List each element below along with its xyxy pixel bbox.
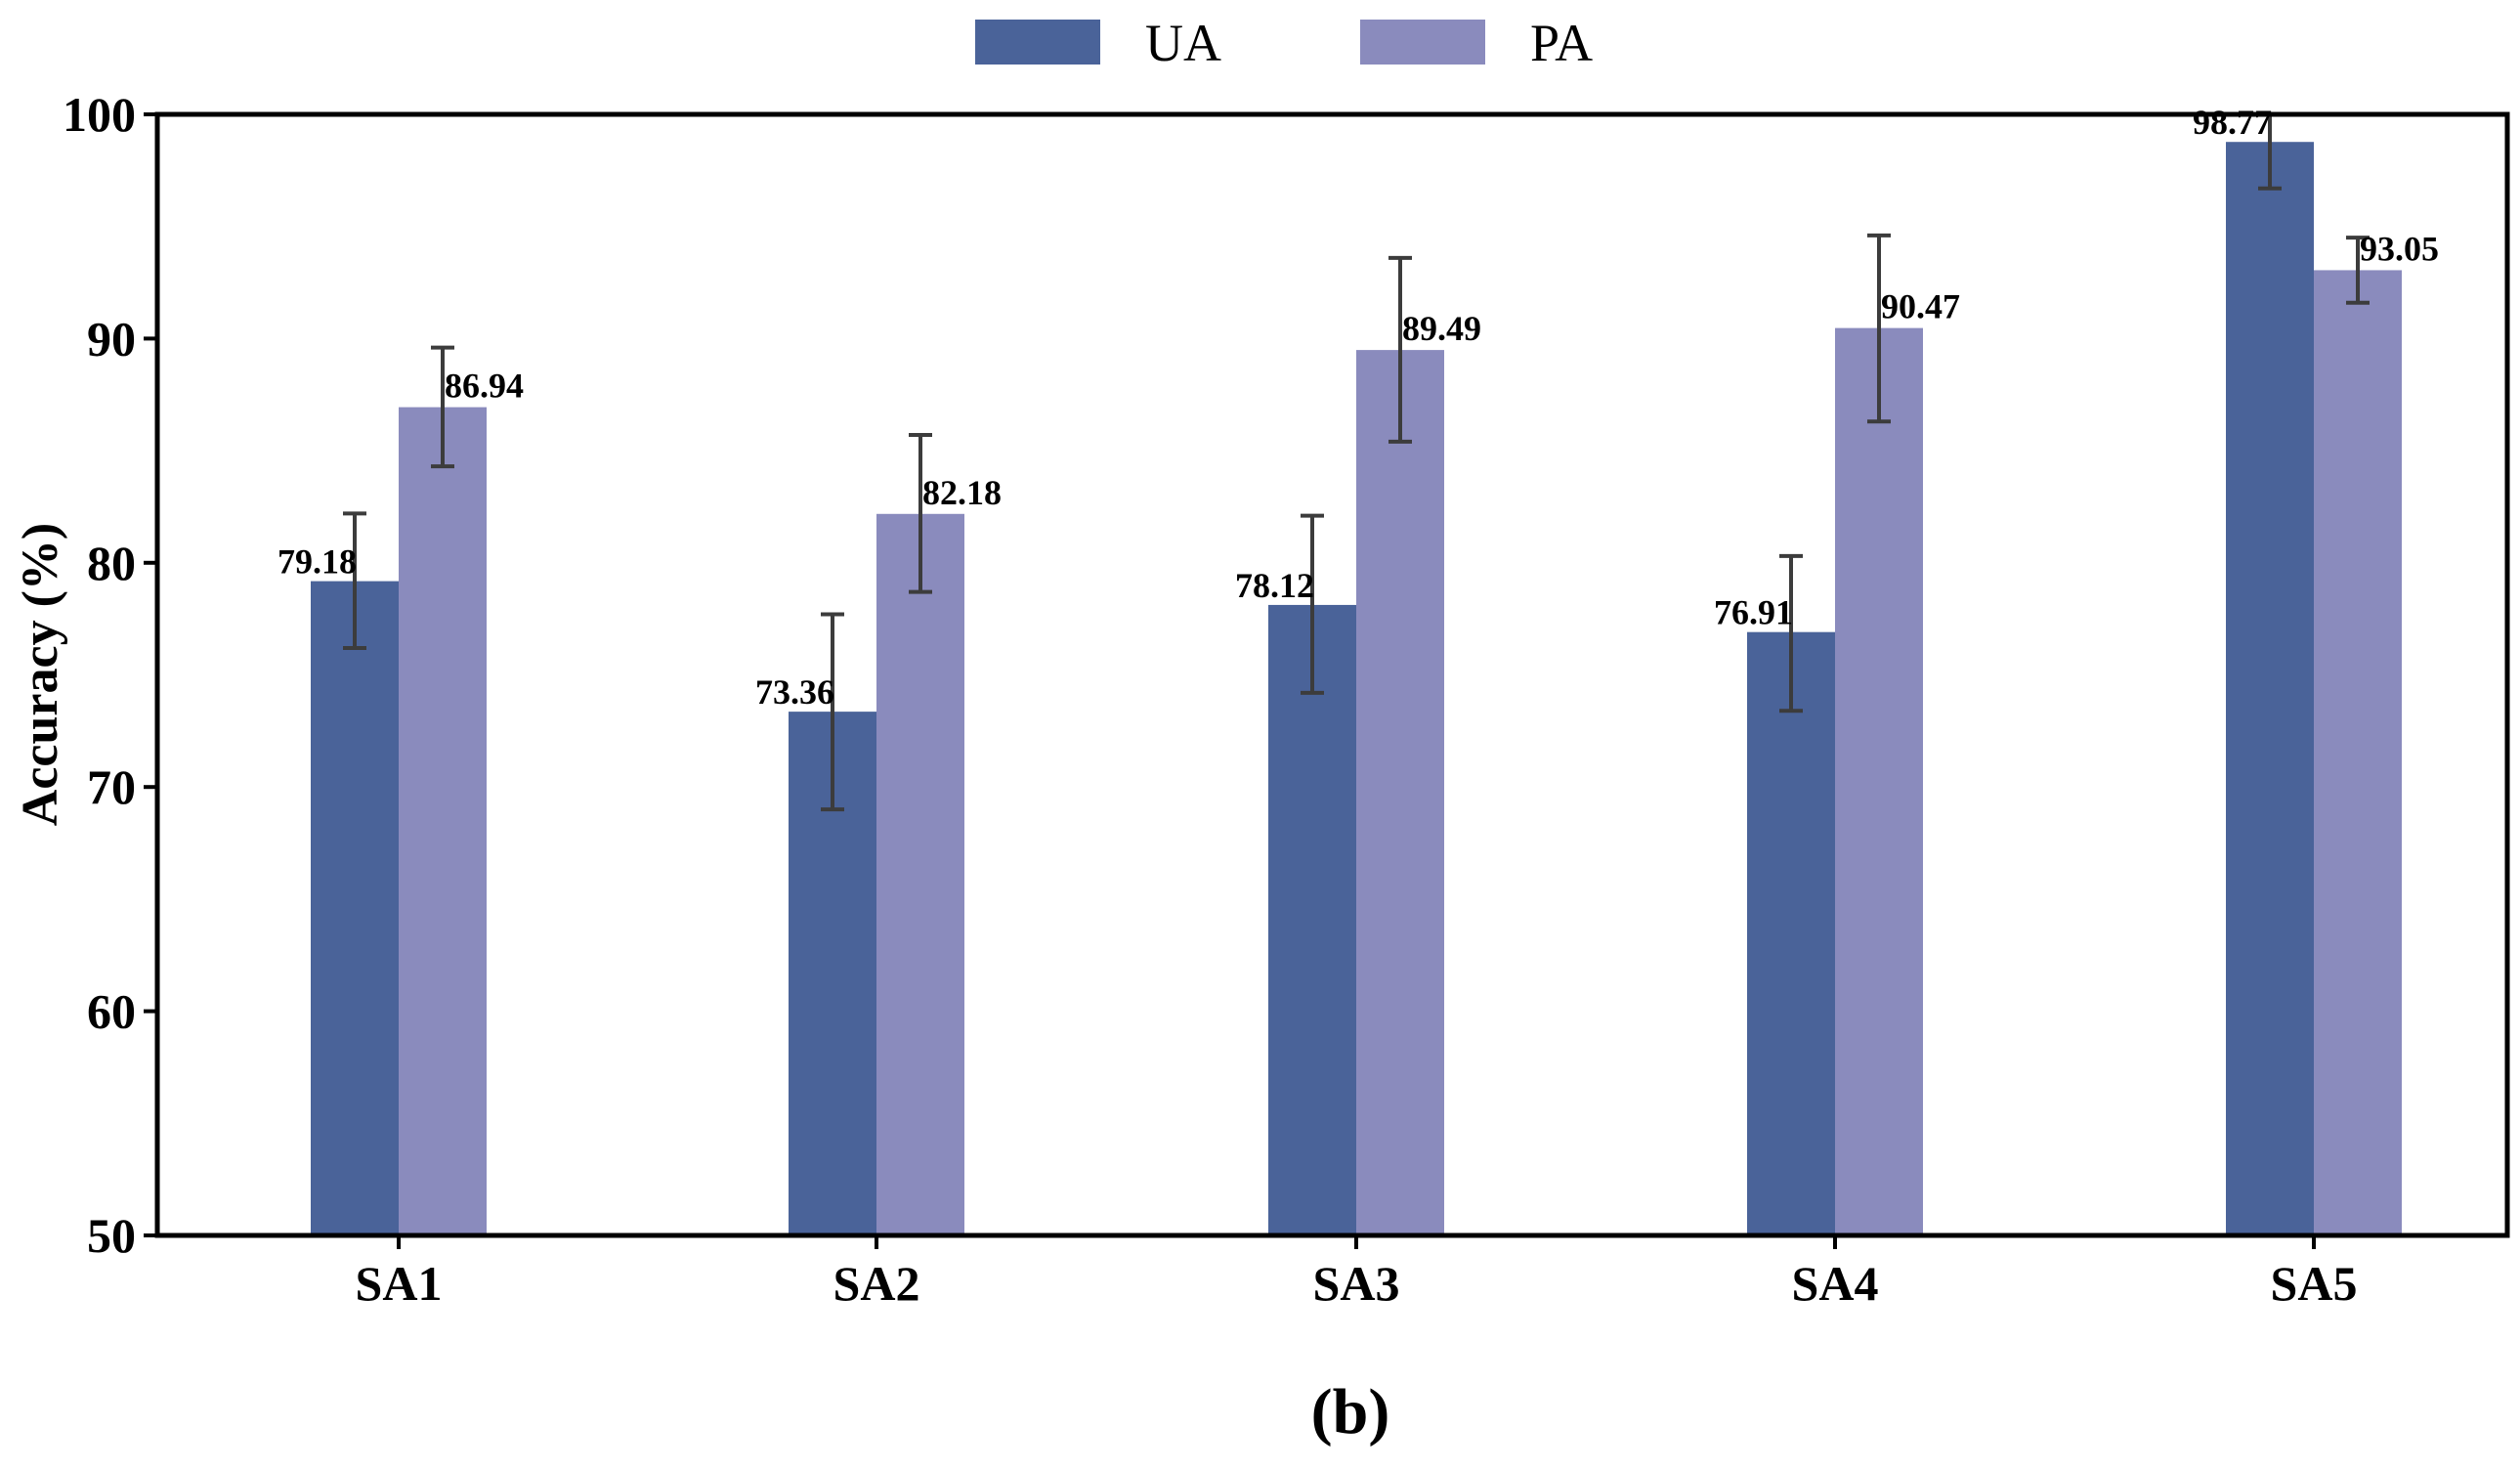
bar-pa-sa3 (1356, 350, 1444, 1236)
y-tick-label: 100 (63, 87, 136, 142)
data-label-pa-sa2: 82.18 (922, 473, 1002, 512)
y-tick-label: 50 (87, 1208, 136, 1263)
y-axis-ticks: 50 60 70 80 90 100 (63, 87, 157, 1263)
error-bar-pa-sa1 (431, 345, 454, 469)
x-tick-label-sa2: SA2 (833, 1256, 920, 1311)
data-label-ua-sa3: 78.12 (1235, 566, 1314, 605)
bar-ua-sa3 (1268, 604, 1356, 1235)
bar-ua-sa5 (2226, 142, 2314, 1236)
data-label-pa-sa4: 90.47 (1881, 287, 1960, 326)
data-label-ua-sa2: 73.36 (755, 672, 834, 712)
error-bar-pa-sa5 (2346, 236, 2370, 305)
data-label-ua-sa5: 98.77 (2193, 103, 2272, 142)
error-bar-pa-sa2 (909, 433, 932, 594)
data-label-pa-sa1: 86.94 (445, 367, 524, 406)
panel-label: (b) (1311, 1376, 1390, 1448)
legend-item-pa: PA (1360, 14, 1593, 72)
bar-ua-sa1 (311, 581, 399, 1235)
x-tick-label-sa4: SA4 (1792, 1256, 1879, 1311)
bar-pa-sa4 (1835, 327, 1923, 1236)
bar-pa-sa5 (2314, 270, 2402, 1236)
legend-swatch (975, 20, 1100, 65)
y-tick-label: 60 (87, 984, 136, 1039)
legend-swatch (1360, 20, 1485, 65)
data-label-pa-sa5: 93.05 (2360, 229, 2439, 268)
y-tick-label: 80 (87, 536, 136, 590)
error-bar-ua-sa1 (343, 511, 366, 650)
bar-pa-sa1 (399, 407, 487, 1235)
data-label-ua-sa1: 79.18 (278, 542, 357, 582)
bars-layer (311, 142, 2402, 1236)
data-labels-layer: 79.18 73.36 78.12 76.91 98.77 86.94 82.18 89.49… (278, 103, 2439, 712)
plot-frame (154, 111, 2510, 1238)
bar-pa-sa2 (876, 513, 964, 1235)
data-label-ua-sa4: 76.91 (1714, 593, 1793, 632)
error-bar-ua-sa3 (1301, 513, 1324, 695)
error-bar-ua-sa2 (821, 612, 844, 812)
y-axis-title: Accuracy (%) (13, 523, 68, 826)
error-bar-ua-sa4 (1779, 553, 1803, 713)
legend-label: PA (1530, 14, 1593, 72)
x-tick-label-sa3: SA3 (1313, 1256, 1400, 1311)
legend-item-ua: UA (975, 14, 1221, 72)
bar-ua-sa4 (1747, 631, 1835, 1235)
error-bar-pa-sa4 (1867, 233, 1891, 424)
x-axis-ticks: SA1 SA2 SA3 SA4 SA5 (356, 1235, 2358, 1311)
data-label-pa-sa3: 89.49 (1402, 309, 1481, 348)
legend-label: UA (1145, 14, 1221, 72)
error-bar-pa-sa3 (1388, 255, 1412, 444)
y-tick-label: 90 (87, 311, 136, 366)
x-tick-label-sa5: SA5 (2271, 1256, 2358, 1311)
y-tick-label: 70 (87, 759, 136, 814)
legend: UA PA (975, 14, 1593, 72)
x-tick-label-sa1: SA1 (356, 1256, 443, 1311)
error-bars-layer (343, 112, 2370, 812)
